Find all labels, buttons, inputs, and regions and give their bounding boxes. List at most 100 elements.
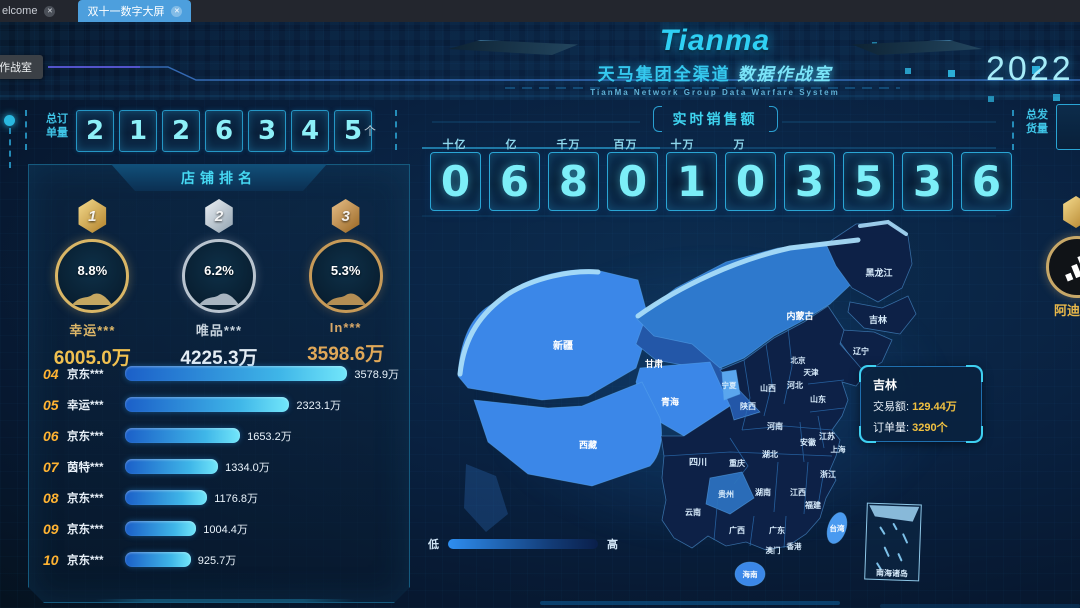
row-shop-name: 京东*** (67, 523, 104, 536)
frame-dash-right (395, 110, 397, 150)
order-digit: 1 (119, 110, 157, 152)
total-shipment-label: 总发 货量 (1026, 109, 1048, 136)
row-bar (125, 366, 347, 381)
top3-shop-1: 1 8.8% 幸运*** 6005.0万 (33, 199, 151, 370)
shipment-digit-box (1056, 104, 1080, 150)
order-digit: 5 (334, 110, 372, 152)
row-shop-name: 京东*** (67, 492, 104, 505)
table-row: 06 京东*** 1653.2万 (43, 427, 399, 444)
close-icon[interactable]: ✕ (44, 5, 56, 17)
header: Tianma 天马集团全渠道 数据作战室 TianMa Network Grou… (430, 24, 1000, 97)
tooltip-corner (859, 426, 876, 443)
tooltip-amount-label: 交易额: (873, 401, 910, 413)
province-label: 天津 (804, 367, 819, 377)
top3-name-2: 唯品*** (195, 323, 243, 338)
top3-name-1: 幸运*** (69, 323, 116, 338)
row-value: 2323.1万 (296, 399, 342, 412)
row-rank: 07 (43, 458, 59, 475)
china-map[interactable]: 新疆 西藏 青海 甘肃 内蒙古 黑龙江 吉林 辽宁 北京 天津 河北 山西 山东… (430, 216, 1000, 608)
rail-dot-icon (4, 115, 15, 126)
row-shop-name: 京东*** (67, 430, 104, 443)
sales-digit: 8 (548, 152, 599, 211)
row-bar (125, 521, 196, 536)
dashboard-title-accent: 数据作战室 (737, 65, 833, 84)
shop-ranking-panel: 店铺排名 1 8.8% 幸运*** 6005.0万 2 6.2% (28, 164, 410, 603)
top3-shops: 1 8.8% 幸运*** 6005.0万 2 6.2% (29, 199, 409, 370)
rail-dash-line (9, 128, 11, 168)
province-label: 四川 (689, 457, 707, 467)
mountain-icon (324, 290, 368, 306)
map-tooltip: 吉林 交易额: 129.44万 订单量: 3290个 (859, 365, 983, 443)
tab-double11-screen[interactable]: 双十一数字大屏 ✕ (78, 0, 192, 22)
unit-label: 百万 (613, 139, 638, 151)
row-value: 1334.0万 (225, 461, 270, 474)
province-label: 澳门 (766, 545, 781, 555)
row-value: 1004.4万 (203, 523, 248, 536)
browser-tab-bar: elcome ✕ 双十一数字大屏 ✕ (0, 0, 1080, 22)
deco-square (988, 96, 994, 102)
province-label: 陕西 (740, 401, 756, 411)
order-digit: 4 (291, 110, 329, 152)
top3-ring-3: 5.3% (309, 239, 383, 313)
unit-label: 亿 (505, 139, 518, 151)
row-rank: 04 (43, 365, 59, 382)
shop-ranking-title: 店铺排名 (111, 164, 327, 191)
total-orders-counter: 2 1 2 6 3 4 5 (76, 110, 372, 152)
province-label: 湖南 (755, 487, 771, 497)
map-regions[interactable] (457, 221, 917, 587)
close-icon[interactable]: ✕ (171, 5, 183, 17)
province-label: 安徽 (800, 437, 817, 447)
inset-islands (876, 523, 908, 571)
table-row: 04 京东*** 3578.9万 (43, 365, 399, 382)
right-medal-gold-icon (1062, 196, 1080, 228)
province-label: 新疆 (553, 339, 573, 352)
province-label: 山东 (810, 394, 826, 404)
mountain-icon (197, 290, 241, 306)
tab-welcome[interactable]: elcome ✕ (0, 0, 64, 22)
row-bar (125, 552, 191, 567)
province-label: 海南 (743, 569, 758, 579)
top3-amount-1: 6005.0万 (53, 348, 131, 369)
orders-unit: 个 (364, 124, 377, 138)
row-shop-name: 京东*** (67, 368, 104, 381)
tab-welcome-label: elcome (2, 5, 38, 17)
top3-name-3: In*** (329, 320, 362, 335)
row-value: 1176.8万 (214, 492, 259, 505)
south-sea-inset: 南海诸岛 (864, 502, 922, 582)
sales-digit: 6 (489, 152, 540, 211)
unit-label: 十万 (670, 139, 695, 151)
tooltip-orders-value: 3290个 (912, 422, 948, 434)
row-bar (125, 459, 218, 474)
brand-name: 阿迪 (1054, 303, 1080, 318)
tooltip-corner (966, 365, 983, 382)
top3-percent-3: 5.3% (330, 262, 361, 278)
province-label: 河南 (767, 421, 783, 431)
table-row: 08 京东*** 1176.8万 (43, 489, 399, 506)
shop-bar-list: 04 京东*** 3578.9万 05 幸运*** 2323.1万 06 京东*… (43, 365, 399, 568)
legend-low-label: 低 (428, 539, 439, 551)
province-label: 甘肃 (645, 358, 663, 369)
deco-square (1053, 94, 1060, 101)
dashboard-title: 天马集团全渠道 数据作战室 (430, 60, 1000, 85)
province-label: 江西 (790, 487, 806, 497)
row-shop-name: 幸运*** (67, 399, 104, 412)
top3-shop-2: 2 6.2% 唯品*** 4225.3万 (160, 199, 278, 370)
top3-amount-3: 3598.6万 (307, 344, 385, 365)
sales-digit: 1 (666, 152, 717, 211)
north-border-highlight (457, 219, 908, 377)
province-borders (663, 327, 845, 549)
province-label: 湖北 (762, 449, 778, 459)
adidas-logo-icon (1065, 254, 1080, 282)
province-label: 重庆 (729, 458, 745, 468)
province-label: 河北 (787, 380, 803, 390)
province-label: 浙江 (820, 469, 836, 479)
row-rank: 08 (43, 489, 59, 506)
province-label: 西藏 (579, 439, 597, 450)
sales-title: 实时销售额 (652, 106, 778, 132)
order-digit: 3 (248, 110, 286, 152)
province-label: 上海 (831, 444, 846, 454)
top3-ring-2: 6.2% (182, 239, 256, 313)
table-row: 09 京东*** 1004.4万 (43, 520, 399, 537)
tooltip-region: 吉林 (873, 378, 898, 392)
